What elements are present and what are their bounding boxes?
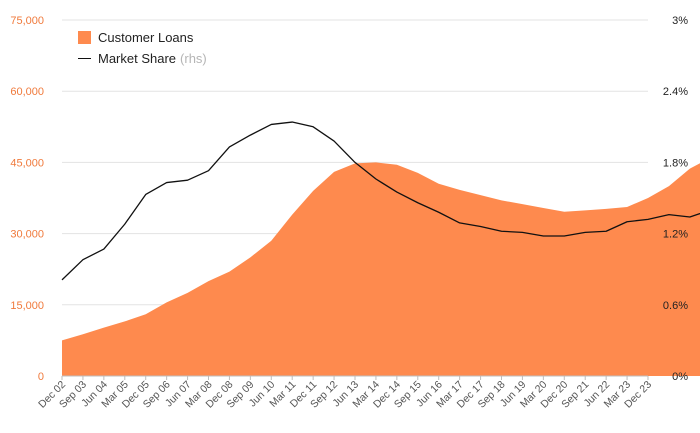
left-tick-label: 15,000 bbox=[10, 300, 44, 312]
legend-share-label: Market Share bbox=[98, 50, 177, 66]
left-tick-label: 30,000 bbox=[10, 229, 44, 241]
legend: Customer Loans Market Share (rhs) bbox=[78, 27, 207, 69]
left-tick-label: 75,000 bbox=[10, 15, 44, 27]
left-axis-ticks: 0 15,000 30,000 45,000 60,000 75,000 bbox=[10, 15, 44, 383]
legend-loans-label: Customer Loans bbox=[98, 29, 194, 45]
right-tick-label: 2.4% bbox=[663, 86, 688, 98]
customer-loans-area bbox=[62, 162, 700, 376]
left-tick-label: 45,000 bbox=[10, 157, 44, 169]
legend-item-share: Market Share (rhs) bbox=[78, 48, 207, 68]
right-tick-label: 1.8% bbox=[663, 157, 688, 169]
right-tick-label: 0% bbox=[672, 371, 688, 383]
series-layer bbox=[61, 121, 700, 376]
right-tick-label: 0.6% bbox=[663, 300, 688, 312]
left-tick-label: 60,000 bbox=[10, 86, 44, 98]
share-swatch bbox=[78, 57, 91, 59]
right-tick-label: 3% bbox=[672, 15, 688, 27]
left-tick-label: 0 bbox=[38, 371, 44, 383]
legend-item-loans: Customer Loans bbox=[78, 27, 207, 47]
right-axis-ticks: 0% 0.6% 1.2% 1.8% 2.4% 3% bbox=[663, 15, 688, 383]
right-tick-label: 1.2% bbox=[663, 229, 688, 241]
loans-swatch bbox=[78, 30, 91, 44]
legend-share-suffix: (rhs) bbox=[180, 50, 207, 66]
market-share-line bbox=[61, 121, 700, 281]
